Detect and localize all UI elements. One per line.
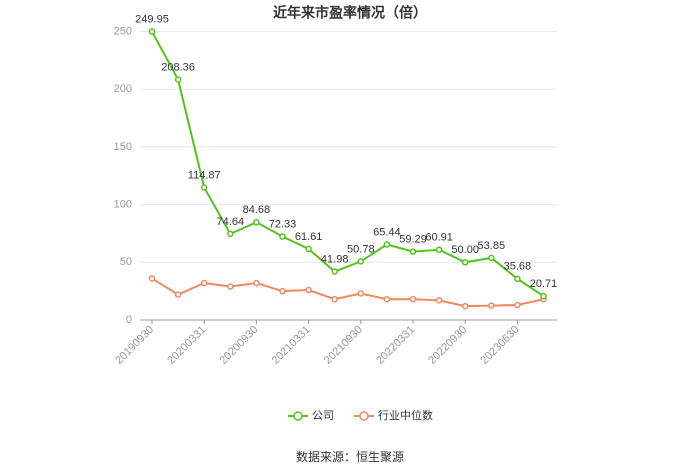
point — [305, 286, 312, 294]
x-tick-label: 20200930 — [217, 324, 260, 367]
y-tick-label: 200 — [114, 83, 132, 95]
point — [435, 246, 443, 253]
data-label: 84.68 — [243, 204, 271, 216]
point — [200, 279, 208, 287]
point — [174, 291, 182, 298]
data-label: 20.71 — [530, 278, 558, 290]
point — [488, 302, 495, 309]
point — [461, 302, 469, 310]
point — [514, 275, 521, 283]
chart-title: 近年来市盈率情况（倍） — [273, 5, 427, 21]
x-tick-label: 20210930 — [322, 324, 365, 367]
point — [253, 279, 260, 287]
point — [409, 248, 417, 255]
source: 数据来源：恒生聚源 — [296, 449, 404, 464]
x-tick-label: 20230630 — [478, 324, 521, 367]
data-label: 59.29 — [399, 233, 427, 245]
series-line — [151, 31, 545, 297]
data-label: 53.85 — [478, 240, 506, 252]
data-label: 72.33 — [269, 218, 297, 230]
point — [279, 233, 286, 240]
point — [200, 184, 208, 191]
point — [305, 245, 312, 253]
point — [331, 268, 338, 275]
point — [148, 275, 156, 282]
data-label: 50.00 — [451, 244, 479, 256]
point — [279, 287, 286, 295]
y-tick-label: 250 — [114, 25, 132, 37]
point — [383, 241, 391, 248]
legend-marker — [293, 411, 303, 421]
legend-label: 公司 — [312, 410, 334, 422]
data-label: 74.64 — [217, 216, 245, 228]
y-tick-label: 100 — [114, 199, 132, 211]
y-tick-label: 150 — [114, 141, 132, 153]
data-label: 208.36 — [161, 61, 195, 73]
point — [461, 259, 469, 266]
point — [253, 219, 260, 226]
point — [148, 28, 156, 35]
point — [227, 230, 234, 238]
point — [227, 283, 234, 290]
point — [174, 76, 182, 83]
point — [357, 258, 365, 265]
data-label: 61.61 — [295, 231, 323, 243]
point — [357, 290, 365, 297]
legend-marker — [359, 411, 369, 421]
data-label: 60.91 — [425, 232, 453, 244]
point — [409, 295, 417, 303]
x-tick-label: 20220331 — [374, 324, 417, 367]
point — [488, 254, 495, 262]
point — [514, 301, 521, 309]
data-label: 50.78 — [347, 243, 375, 255]
data-label: 65.44 — [373, 226, 401, 238]
point — [435, 297, 443, 304]
data-label: 41.98 — [321, 253, 349, 265]
y-tick-label: 0 — [126, 314, 132, 326]
y-tick-label: 50 — [120, 256, 132, 268]
x-tick-label: 20220930 — [426, 324, 469, 367]
point — [331, 295, 338, 303]
x-tick-label: 20200331 — [165, 324, 208, 367]
data-label: 249.95 — [135, 14, 169, 26]
x-tick-label: 20210331 — [270, 324, 313, 367]
x-tick-label: 20190930 — [113, 324, 156, 367]
point — [540, 292, 547, 300]
point — [383, 295, 391, 303]
data-label: 114.87 — [188, 169, 221, 181]
legend-label: 行业中位数 — [378, 408, 433, 422]
series-line — [151, 277, 544, 308]
data-label: 35.68 — [504, 261, 532, 273]
